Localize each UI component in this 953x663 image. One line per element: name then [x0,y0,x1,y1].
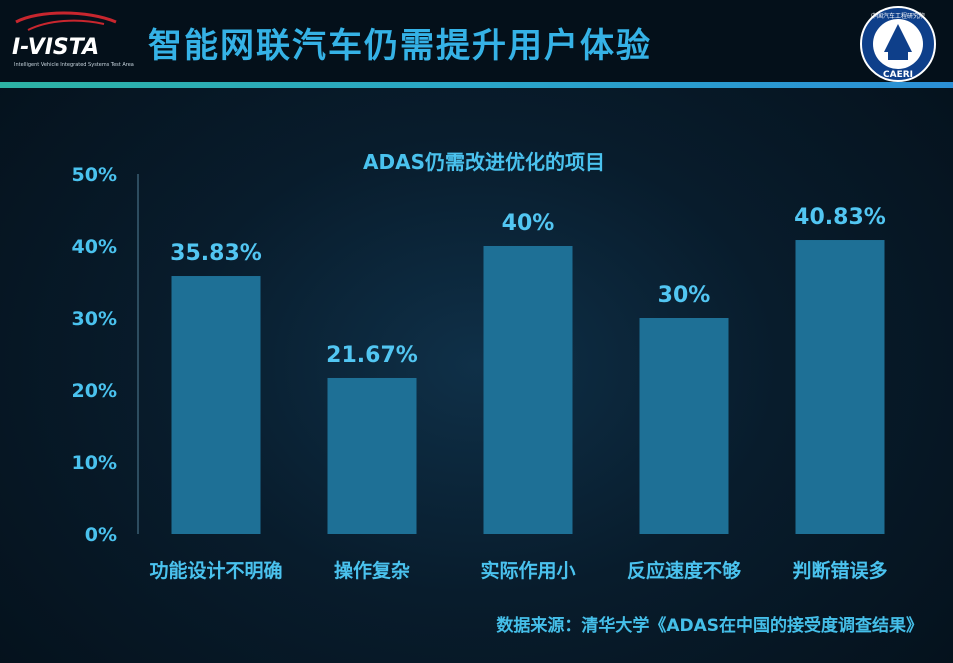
bar [483,246,573,534]
bar [795,240,885,535]
chart-title: ADAS仍需改进优化的项目 [363,150,605,174]
svg-text:I-VISTA: I-VISTA [12,35,99,60]
value-label: 30% [658,283,711,308]
category-label: 操作复杂 [334,559,410,582]
value-label: 40% [502,211,555,236]
category-label: 功能设计不明确 [149,559,282,582]
caeri-logo: 中国汽车工程研究院 CAERI [858,4,938,84]
svg-text:Intelligent Vehicle Integrated: Intelligent Vehicle Integrated Systems T… [14,62,134,68]
data-source-note: 数据来源：清华大学《ADAS在中国的接受度调查结果》 [496,616,923,636]
bar [327,377,417,534]
page-title: 智能网联汽车仍需提升用户体验 [148,26,652,66]
value-label: 21.67% [326,343,418,368]
value-label: 40.83% [794,205,886,230]
y-tick-label: 10% [72,452,117,474]
ivista-logo: I-VISTA Intelligent Vehicle Integrated S… [8,8,138,70]
svg-text:中国汽车工程研究院: 中国汽车工程研究院 [871,12,925,20]
y-tick-label: 50% [72,164,117,186]
svg-text:CAERI: CAERI [883,70,913,80]
category-label: 判断错误多 [792,559,887,582]
y-tick-label: 20% [72,380,117,402]
bar [171,276,261,534]
y-tick-label: 0% [85,524,117,546]
category-label: 反应速度不够 [627,559,741,582]
header-divider [0,82,953,88]
y-tick-label: 40% [72,236,117,258]
category-label: 实际作用小 [480,559,575,582]
bar [639,318,729,534]
y-tick-label: 30% [72,308,117,330]
value-label: 35.83% [170,241,262,266]
header-bar [0,0,953,86]
